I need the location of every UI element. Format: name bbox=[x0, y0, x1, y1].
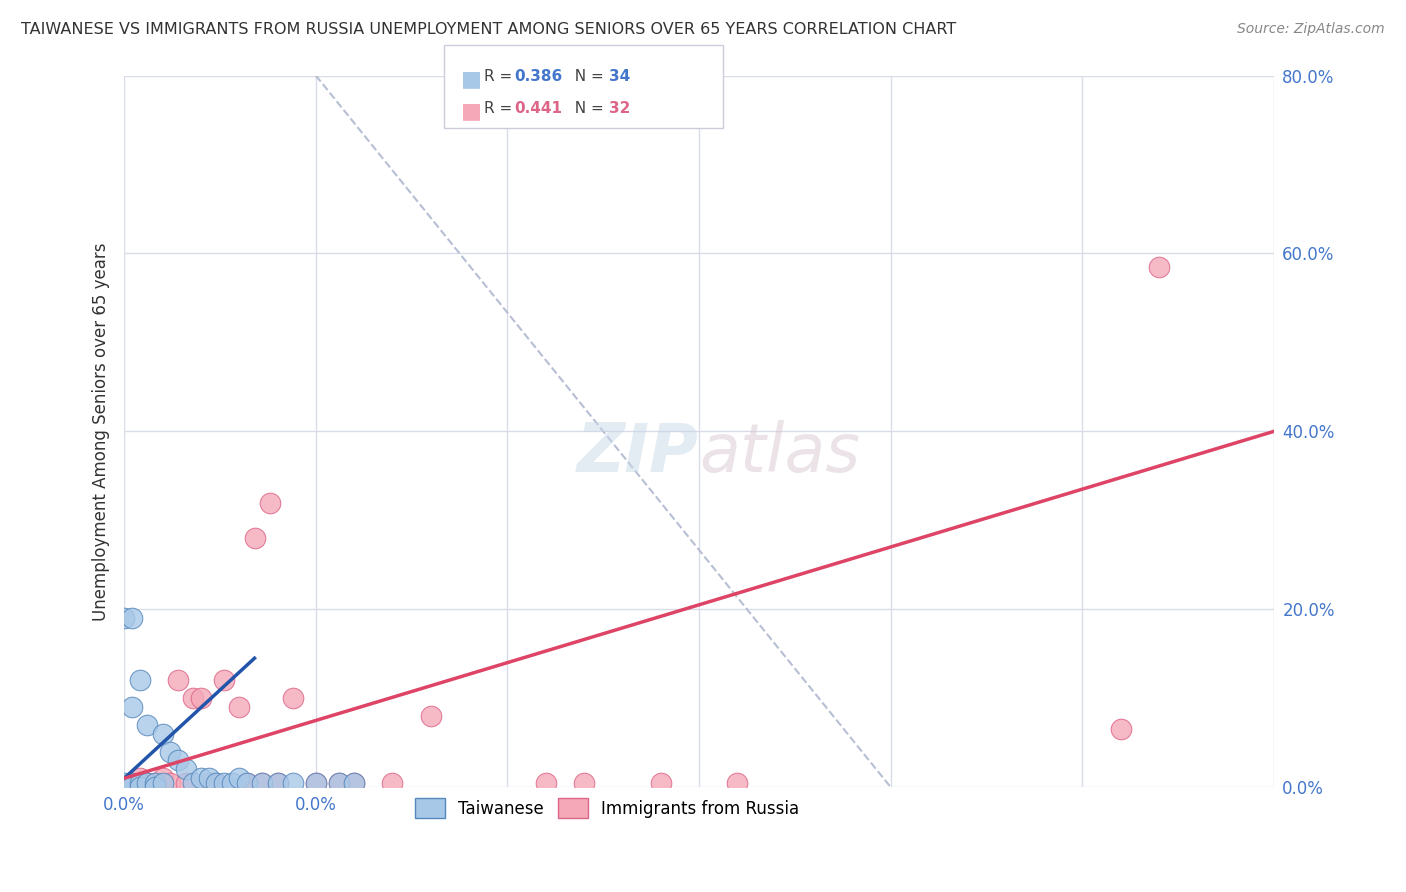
Point bbox=[328, 775, 350, 789]
Point bbox=[381, 775, 404, 789]
Point bbox=[143, 775, 166, 789]
Point bbox=[343, 775, 366, 789]
Point bbox=[212, 673, 235, 688]
Point bbox=[152, 727, 174, 741]
Point bbox=[152, 775, 174, 789]
Point bbox=[205, 775, 228, 789]
Point bbox=[128, 673, 150, 688]
Point bbox=[190, 772, 212, 786]
Point bbox=[136, 775, 159, 789]
Point bbox=[228, 772, 250, 786]
Point bbox=[305, 775, 328, 789]
Point bbox=[112, 778, 135, 792]
Point bbox=[281, 775, 304, 789]
Point bbox=[181, 775, 204, 789]
Point bbox=[328, 775, 350, 789]
Text: N =: N = bbox=[565, 101, 609, 116]
Point bbox=[266, 775, 288, 789]
Text: ZIP: ZIP bbox=[578, 420, 699, 485]
Point bbox=[212, 775, 235, 789]
Point bbox=[197, 775, 219, 789]
Point bbox=[181, 691, 204, 706]
Point bbox=[128, 772, 150, 786]
Text: ■: ■ bbox=[461, 69, 482, 88]
Point bbox=[243, 531, 266, 545]
Point bbox=[121, 775, 143, 789]
Point bbox=[190, 691, 212, 706]
Point bbox=[250, 775, 273, 789]
Point bbox=[250, 775, 273, 789]
Text: 0.386: 0.386 bbox=[515, 69, 562, 84]
Point bbox=[266, 775, 288, 789]
Point bbox=[128, 780, 150, 794]
Point bbox=[236, 775, 259, 789]
Point bbox=[228, 700, 250, 714]
Point bbox=[281, 691, 304, 706]
Text: 0.441: 0.441 bbox=[515, 101, 562, 116]
Text: R =: R = bbox=[484, 69, 517, 84]
Point bbox=[174, 775, 197, 789]
Point bbox=[152, 772, 174, 786]
Point bbox=[650, 775, 672, 789]
Point bbox=[174, 763, 197, 777]
Point bbox=[305, 775, 328, 789]
Point bbox=[205, 775, 228, 789]
Text: R =: R = bbox=[484, 101, 517, 116]
Point bbox=[143, 775, 166, 789]
Point bbox=[534, 775, 557, 789]
Point bbox=[112, 775, 135, 789]
Text: TAIWANESE VS IMMIGRANTS FROM RUSSIA UNEMPLOYMENT AMONG SENIORS OVER 65 YEARS COR: TAIWANESE VS IMMIGRANTS FROM RUSSIA UNEM… bbox=[21, 22, 956, 37]
Point bbox=[167, 673, 190, 688]
Point bbox=[159, 775, 181, 789]
Point bbox=[121, 611, 143, 625]
Text: Source: ZipAtlas.com: Source: ZipAtlas.com bbox=[1237, 22, 1385, 37]
Point bbox=[159, 745, 181, 759]
Point bbox=[1109, 723, 1132, 737]
Point bbox=[112, 780, 135, 794]
Text: atlas: atlas bbox=[699, 420, 860, 485]
Point bbox=[197, 772, 219, 786]
Y-axis label: Unemployment Among Seniors over 65 years: Unemployment Among Seniors over 65 years bbox=[93, 242, 110, 621]
Point bbox=[221, 775, 243, 789]
Point bbox=[136, 718, 159, 732]
Point bbox=[112, 780, 135, 794]
Point bbox=[572, 775, 595, 789]
Text: 34: 34 bbox=[609, 69, 630, 84]
Point bbox=[128, 775, 150, 789]
Point bbox=[121, 700, 143, 714]
Legend: Taiwanese, Immigrants from Russia: Taiwanese, Immigrants from Russia bbox=[409, 791, 806, 825]
Text: N =: N = bbox=[565, 69, 609, 84]
Point bbox=[167, 754, 190, 768]
Point bbox=[236, 775, 259, 789]
Point bbox=[725, 775, 748, 789]
Point bbox=[419, 709, 441, 723]
Point bbox=[343, 775, 366, 789]
Text: 32: 32 bbox=[609, 101, 630, 116]
Point bbox=[112, 611, 135, 625]
Point bbox=[121, 775, 143, 789]
Point bbox=[112, 780, 135, 794]
Point bbox=[143, 780, 166, 794]
Point bbox=[1147, 260, 1170, 274]
Point bbox=[259, 495, 281, 509]
Text: ■: ■ bbox=[461, 101, 482, 120]
Point bbox=[136, 775, 159, 789]
